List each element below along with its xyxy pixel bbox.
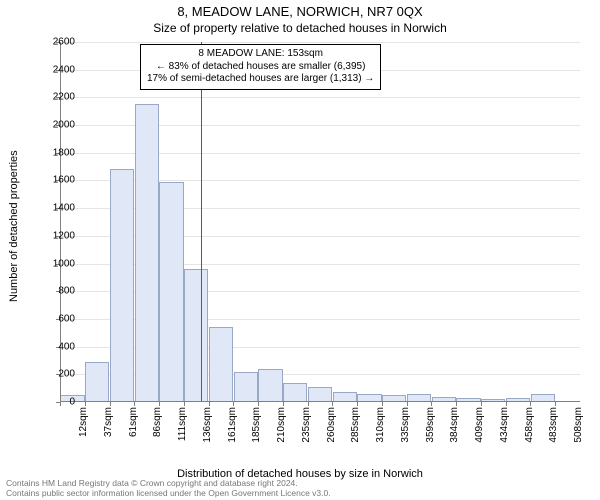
x-tick-label: 86sqm xyxy=(152,407,163,447)
x-tick-mark xyxy=(530,402,531,406)
histogram-bar xyxy=(209,327,233,402)
annotation-box: 8 MEADOW LANE: 153sqm← 83% of detached h… xyxy=(140,44,381,90)
x-tick-label: 161sqm xyxy=(227,407,238,447)
x-tick-label: 185sqm xyxy=(251,407,262,447)
x-tick-label: 310sqm xyxy=(375,407,386,447)
histogram-bar xyxy=(110,169,134,402)
y-tick-label: 1600 xyxy=(35,175,75,186)
annotation-line: ← 83% of detached houses are smaller (6,… xyxy=(147,61,374,74)
x-tick-label: 384sqm xyxy=(449,407,460,447)
attribution-line-2: Contains public sector information licen… xyxy=(6,489,331,498)
y-tick-label: 1400 xyxy=(35,203,75,214)
x-tick-label: 285sqm xyxy=(350,407,361,447)
y-tick-label: 800 xyxy=(35,286,75,297)
y-tick-label: 2200 xyxy=(35,92,75,103)
chart-subtitle: Size of property relative to detached ho… xyxy=(0,19,600,35)
x-tick-label: 458sqm xyxy=(524,407,535,447)
x-tick-label: 335sqm xyxy=(400,407,411,447)
x-tick-mark xyxy=(110,402,111,406)
x-tick-mark xyxy=(481,402,482,406)
y-tick-label: 2400 xyxy=(35,64,75,75)
x-tick-mark xyxy=(357,402,358,406)
x-axis-line xyxy=(60,401,580,402)
x-tick-label: 61sqm xyxy=(128,407,139,447)
annotation-line: 17% of semi-detached houses are larger (… xyxy=(147,73,374,86)
x-tick-mark xyxy=(159,402,160,406)
y-tick-label: 2600 xyxy=(35,37,75,48)
x-tick-mark xyxy=(134,402,135,406)
x-tick-label: 111sqm xyxy=(177,407,188,447)
grid-line xyxy=(60,42,580,43)
x-tick-mark xyxy=(555,402,556,406)
histogram-bar xyxy=(184,269,208,402)
histogram-bar xyxy=(308,387,332,402)
x-tick-label: 409sqm xyxy=(474,407,485,447)
x-tick-mark xyxy=(233,402,234,406)
x-tick-mark xyxy=(209,402,210,406)
y-tick-label: 200 xyxy=(35,369,75,380)
x-tick-mark xyxy=(407,402,408,406)
y-tick-label: 1200 xyxy=(35,230,75,241)
x-tick-label: 136sqm xyxy=(202,407,213,447)
y-tick-label: 400 xyxy=(35,341,75,352)
x-tick-mark xyxy=(308,402,309,406)
x-tick-label: 210sqm xyxy=(276,407,287,447)
grid-line xyxy=(60,97,580,98)
histogram-bar xyxy=(234,372,258,402)
histogram-bar xyxy=(159,182,183,402)
y-tick-label: 1800 xyxy=(35,147,75,158)
x-tick-mark xyxy=(283,402,284,406)
annotation-line: 8 MEADOW LANE: 153sqm xyxy=(147,48,374,61)
y-tick-label: 0 xyxy=(35,397,75,408)
x-tick-mark xyxy=(456,402,457,406)
x-tick-mark xyxy=(184,402,185,406)
histogram-plot: 12sqm37sqm61sqm86sqm111sqm136sqm161sqm18… xyxy=(60,42,580,402)
x-tick-mark xyxy=(258,402,259,406)
x-tick-label: 434sqm xyxy=(499,407,510,447)
histogram-bar xyxy=(135,104,159,402)
attribution-text: Contains HM Land Registry data © Crown c… xyxy=(6,479,331,498)
y-tick-label: 1000 xyxy=(35,258,75,269)
x-tick-label: 37sqm xyxy=(103,407,114,447)
x-tick-mark xyxy=(431,402,432,406)
x-tick-mark xyxy=(382,402,383,406)
histogram-bar xyxy=(283,383,307,402)
histogram-bar xyxy=(258,369,282,402)
x-tick-mark xyxy=(85,402,86,406)
address-title: 8, MEADOW LANE, NORWICH, NR7 0QX xyxy=(0,0,600,19)
x-tick-label: 12sqm xyxy=(78,407,89,447)
x-tick-label: 483sqm xyxy=(548,407,559,447)
histogram-bar xyxy=(85,362,109,402)
y-axis-label: Number of detached properties xyxy=(8,150,20,302)
x-tick-label: 235sqm xyxy=(301,407,312,447)
y-tick-label: 600 xyxy=(35,313,75,324)
x-tick-label: 508sqm xyxy=(573,407,584,447)
x-tick-label: 359sqm xyxy=(425,407,436,447)
property-marker-line xyxy=(201,42,203,402)
x-tick-mark xyxy=(506,402,507,406)
y-tick-label: 2000 xyxy=(35,120,75,131)
x-tick-label: 260sqm xyxy=(326,407,337,447)
x-tick-mark xyxy=(332,402,333,406)
